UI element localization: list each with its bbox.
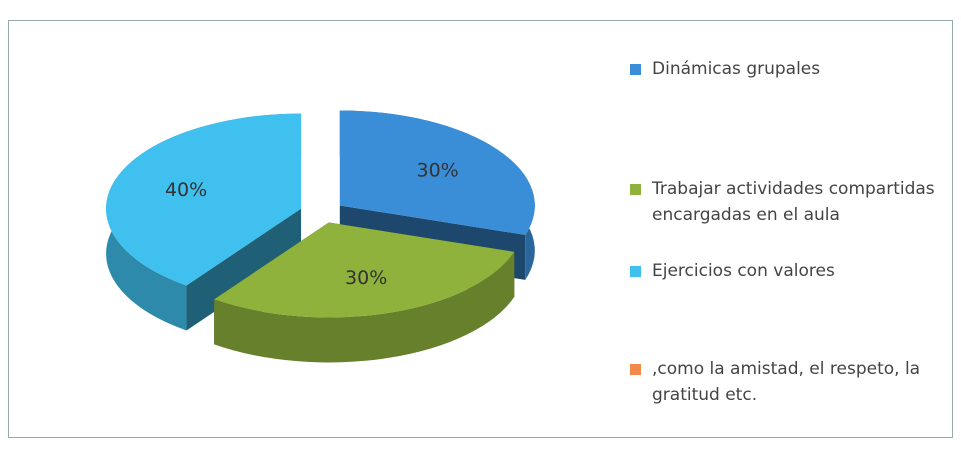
- legend-swatch: [630, 184, 641, 195]
- legend-swatch: [630, 64, 641, 75]
- legend-label: Ejercicios con valores: [652, 261, 835, 281]
- legend-entry: Trabajar actividades compartidas encarga…: [630, 176, 937, 228]
- legend-swatch: [630, 266, 641, 277]
- slice-label: 30%: [345, 267, 387, 289]
- legend-entry: Dinámicas grupales: [630, 56, 937, 82]
- slice-top: [339, 110, 535, 235]
- slice: [214, 222, 515, 363]
- slice-label: 40%: [165, 179, 207, 201]
- legend-entry: Ejercicios con valores: [630, 258, 937, 284]
- chart-frame: [8, 20, 953, 438]
- slice-label: 30%: [416, 159, 458, 181]
- legend-label: Dinámicas grupales: [652, 59, 821, 79]
- legend-label: ,como la amistad, el respeto, la gratitu…: [652, 359, 921, 405]
- legend-label: Trabajar actividades compartidas encarga…: [652, 179, 935, 225]
- slice-side: [214, 251, 515, 363]
- slice-top: [106, 113, 302, 286]
- slice-top: [214, 222, 515, 318]
- legend-entry: ,como la amistad, el respeto, la gratitu…: [630, 356, 937, 408]
- legend-swatch: [630, 364, 641, 375]
